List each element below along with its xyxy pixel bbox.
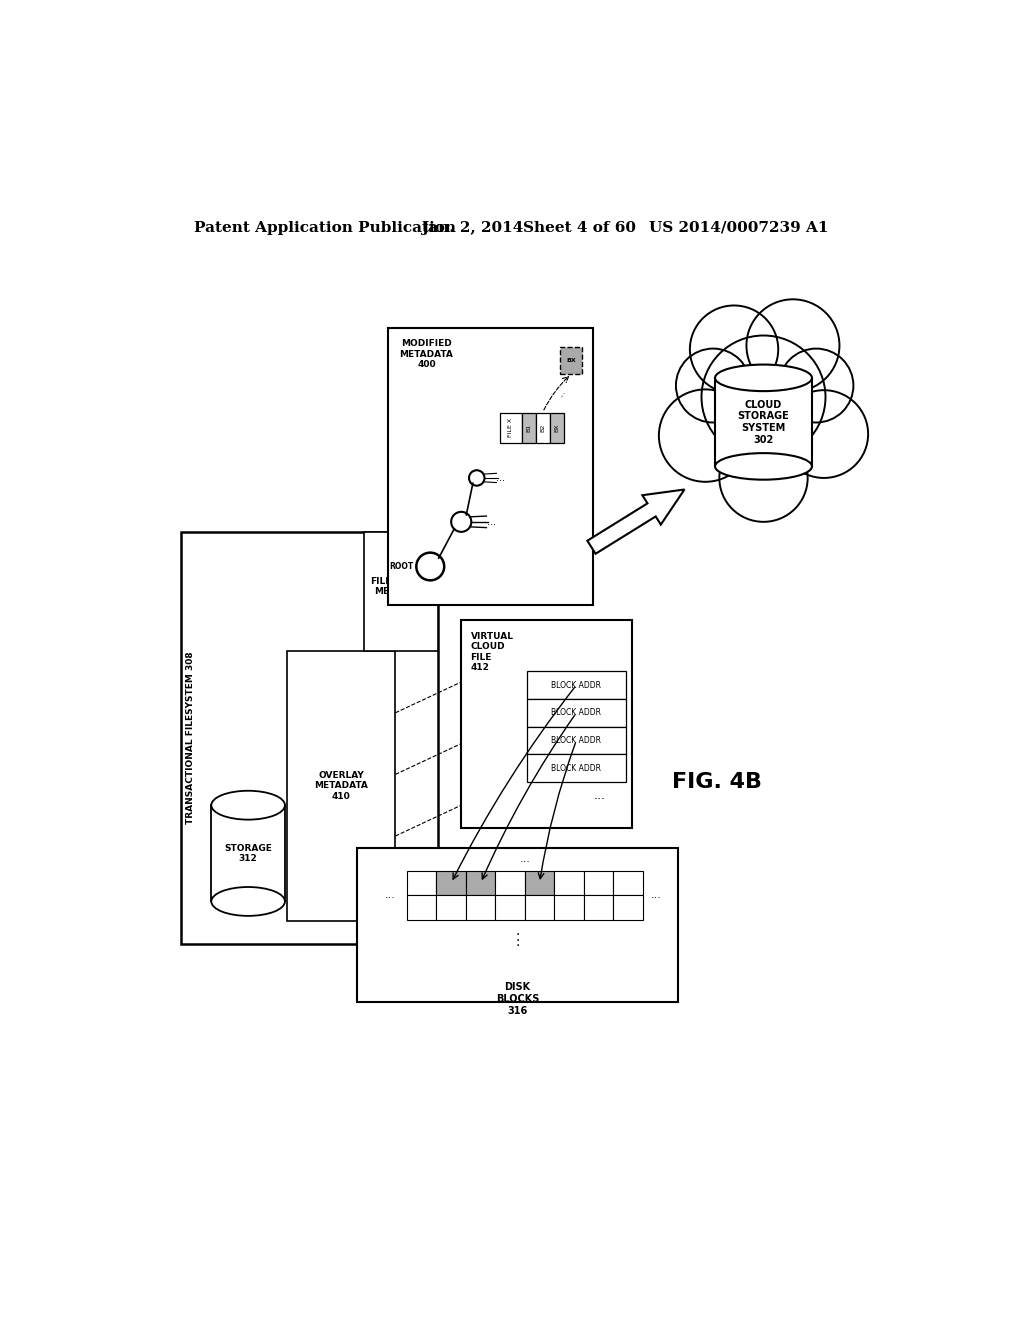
Text: ...: ... <box>651 890 662 900</box>
Bar <box>554 871 584 895</box>
Circle shape <box>746 300 840 392</box>
Bar <box>500 413 521 444</box>
Text: Sheet 4 of 60: Sheet 4 of 60 <box>523 220 636 235</box>
Bar <box>715 378 812 466</box>
Ellipse shape <box>211 887 285 916</box>
Bar <box>466 871 496 895</box>
Text: FIG. 4B: FIG. 4B <box>672 772 762 792</box>
Text: OVERLAY
METADATA
410: OVERLAY METADATA 410 <box>314 771 368 801</box>
Bar <box>613 895 643 920</box>
Bar <box>521 413 536 444</box>
Bar <box>613 871 643 895</box>
Text: ROOT: ROOT <box>390 562 414 572</box>
Text: ...: ... <box>496 473 505 483</box>
Bar <box>436 871 466 895</box>
FancyArrow shape <box>588 490 684 554</box>
Text: BX: BX <box>566 358 577 363</box>
Bar <box>560 347 583 374</box>
Bar <box>287 651 395 921</box>
Circle shape <box>719 434 808 521</box>
Bar <box>527 700 626 726</box>
Text: .: . <box>515 929 519 944</box>
Text: BLOCK ADDR: BLOCK ADDR <box>551 681 601 689</box>
Text: CLOUD
STORAGE
SYSTEM
302: CLOUD STORAGE SYSTEM 302 <box>737 400 790 445</box>
Text: BLOCK ADDR: BLOCK ADDR <box>551 709 601 717</box>
Text: FILESYSTEM
METADATA
310: FILESYSTEM METADATA 310 <box>370 577 432 606</box>
Bar <box>554 895 584 920</box>
Circle shape <box>779 391 868 478</box>
Bar <box>550 413 563 444</box>
Bar <box>356 847 678 1002</box>
Circle shape <box>676 348 751 422</box>
Text: DISK
BLOCKS
316: DISK BLOCKS 316 <box>496 982 539 1015</box>
Text: ...: ... <box>594 789 605 803</box>
Bar <box>407 871 436 895</box>
Ellipse shape <box>715 364 812 391</box>
Text: VIRTUAL
CLOUD
FILE
412: VIRTUAL CLOUD FILE 412 <box>471 632 514 672</box>
Text: ...: ... <box>385 890 395 900</box>
Bar <box>365 532 438 651</box>
Bar <box>211 805 285 902</box>
Text: ...: ... <box>486 517 496 527</box>
Text: BX: BX <box>554 424 559 432</box>
Circle shape <box>779 348 853 422</box>
Text: US 2014/0007239 A1: US 2014/0007239 A1 <box>649 220 828 235</box>
Circle shape <box>658 389 752 482</box>
Bar <box>536 413 550 444</box>
Bar <box>466 895 496 920</box>
Bar <box>527 671 626 700</box>
Bar <box>496 895 525 920</box>
Bar <box>388 327 593 605</box>
Bar <box>407 895 436 920</box>
Circle shape <box>690 305 778 393</box>
Text: ...: ... <box>555 388 566 399</box>
Text: BLOCK ADDR: BLOCK ADDR <box>551 737 601 744</box>
Circle shape <box>701 335 825 459</box>
Bar <box>496 871 525 895</box>
Text: B1: B1 <box>526 424 531 432</box>
Text: B2: B2 <box>540 424 545 432</box>
Bar <box>527 726 626 755</box>
Bar <box>584 895 613 920</box>
Ellipse shape <box>715 453 812 479</box>
Text: BLOCK ADDR: BLOCK ADDR <box>551 764 601 772</box>
Bar <box>524 895 554 920</box>
Bar <box>180 532 438 944</box>
Text: FILE X: FILE X <box>508 418 513 437</box>
Text: Jan. 2, 2014: Jan. 2, 2014 <box>421 220 523 235</box>
Text: ...: ... <box>519 854 530 865</box>
Text: .: . <box>515 936 519 949</box>
Bar <box>436 895 466 920</box>
Text: MODIFIED
METADATA
400: MODIFIED METADATA 400 <box>399 339 454 370</box>
Ellipse shape <box>211 791 285 820</box>
Bar <box>461 620 632 829</box>
Bar <box>584 871 613 895</box>
Bar <box>527 755 626 781</box>
Text: .: . <box>515 924 519 939</box>
Text: STORAGE
312: STORAGE 312 <box>224 843 272 863</box>
Text: TRANSACTIONAL FILESYSTEM 308: TRANSACTIONAL FILESYSTEM 308 <box>186 652 196 824</box>
Bar <box>524 871 554 895</box>
Text: Patent Application Publication: Patent Application Publication <box>194 220 456 235</box>
